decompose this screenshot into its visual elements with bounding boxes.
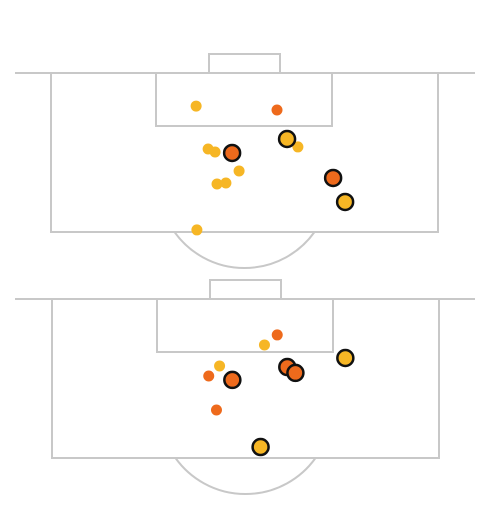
penalty-box: [50, 72, 439, 233]
shot-marker-large: [286, 363, 305, 383]
shot-marker: [210, 404, 222, 416]
shot-marker: [190, 100, 202, 112]
shot-marker: [271, 329, 283, 341]
shot-marker: [258, 339, 270, 351]
shot-marker: [220, 177, 232, 189]
shot-marker: [211, 178, 223, 190]
shot-marker-large: [277, 129, 297, 149]
six-yard-box: [156, 298, 334, 353]
shot-marker: [214, 360, 226, 372]
shot-marker-large: [335, 192, 355, 212]
shot-marker-large: [323, 168, 343, 188]
goal: [208, 53, 281, 74]
shot-marker: [233, 165, 245, 177]
shot-marker: [209, 146, 221, 158]
shot-marker: [191, 224, 203, 236]
shot-marker: [271, 104, 283, 116]
goal: [209, 279, 282, 300]
shot-marker-large: [336, 348, 355, 368]
shot-marker-large: [251, 437, 270, 457]
shot-marker-large: [222, 143, 242, 163]
shot-marker-large: [223, 370, 242, 390]
six-yard-box: [155, 72, 333, 127]
penalty-box: [51, 298, 440, 459]
penalty-arc: [174, 457, 317, 496]
shot-marker: [203, 370, 215, 382]
penalty-arc: [173, 231, 316, 270]
shot-marker: [292, 141, 304, 153]
